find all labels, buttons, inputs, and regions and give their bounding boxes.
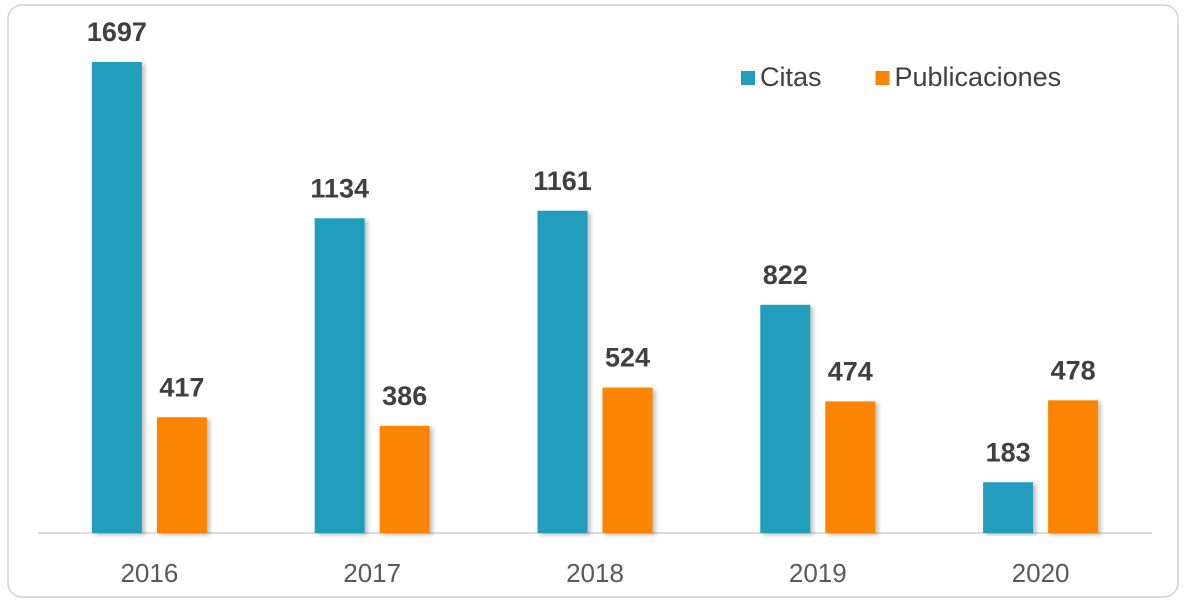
- chart-frame: [7, 4, 1179, 598]
- bar: [379, 425, 430, 533]
- data-label: 822: [763, 260, 808, 290]
- legend-label: Publicaciones: [895, 62, 1062, 92]
- x-tick-label: 2020: [1012, 558, 1070, 588]
- bar: [760, 304, 811, 533]
- data-label: 386: [382, 381, 427, 411]
- data-label: 417: [159, 372, 204, 402]
- legend-label: Citas: [760, 62, 822, 92]
- legend-swatch: [875, 71, 890, 85]
- x-tick-label: 2016: [120, 558, 178, 588]
- bar: [983, 482, 1034, 533]
- bar: [602, 387, 653, 533]
- data-label: 524: [605, 343, 650, 373]
- data-label: 478: [1051, 355, 1096, 385]
- x-tick-label: 2017: [343, 558, 401, 588]
- data-label: 1134: [310, 173, 369, 203]
- data-label: 1161: [533, 166, 592, 196]
- bar: [537, 210, 588, 533]
- x-tick-label: 2019: [789, 558, 847, 588]
- bar: [91, 62, 142, 533]
- bar: [825, 401, 876, 533]
- legend-swatch: [741, 71, 755, 85]
- bar: [1048, 400, 1099, 533]
- bar: [156, 417, 207, 533]
- data-label: 183: [986, 437, 1031, 467]
- data-label: 474: [828, 357, 873, 387]
- bar: [314, 218, 365, 533]
- x-tick-label: 2018: [566, 558, 624, 588]
- data-label: 1697: [87, 17, 147, 47]
